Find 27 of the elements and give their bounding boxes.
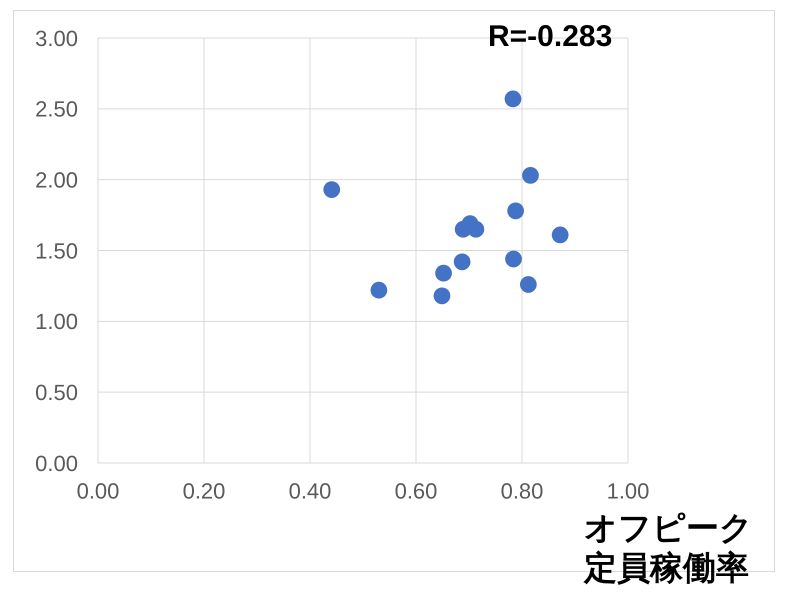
point xyxy=(323,181,340,198)
y-tick-label: 1.00 xyxy=(35,309,78,334)
y-tick-label: 0.50 xyxy=(35,380,78,405)
x-tick-label: 1.00 xyxy=(606,478,650,504)
x-tick-label: 0.00 xyxy=(76,478,120,504)
x-tick-label: 0.80 xyxy=(500,478,544,504)
x-axis-title: オフピーク定員稼働率 xyxy=(584,508,754,588)
point xyxy=(522,167,539,184)
point xyxy=(504,90,522,108)
point xyxy=(552,226,569,244)
annotation: R=-0.283 xyxy=(488,20,612,54)
y-tick-label: 2.50 xyxy=(35,96,78,122)
point xyxy=(468,220,484,238)
x-tick-label: 0.60 xyxy=(394,478,438,504)
point xyxy=(505,250,522,268)
x-tick-label: 0.40 xyxy=(288,478,332,504)
y-tick-label: 1.50 xyxy=(35,238,78,264)
point xyxy=(435,264,452,282)
point xyxy=(520,276,537,293)
point xyxy=(370,282,388,299)
point xyxy=(454,253,470,270)
x-tick-label: 0.20 xyxy=(182,478,226,504)
y-tick-label: 2.00 xyxy=(35,167,78,192)
y-tick-label: 0.00 xyxy=(35,450,78,476)
point xyxy=(507,202,524,220)
point xyxy=(434,287,450,304)
y-tick-label: 3.00 xyxy=(35,26,78,51)
